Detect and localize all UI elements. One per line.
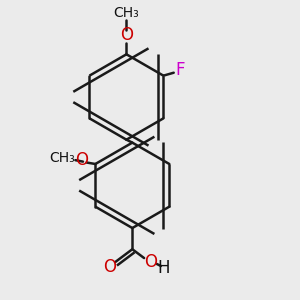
Text: O: O <box>75 151 88 169</box>
Text: F: F <box>176 61 185 80</box>
Text: O: O <box>120 26 133 44</box>
Text: O: O <box>144 254 158 272</box>
Text: CH₃: CH₃ <box>114 6 139 20</box>
Text: H: H <box>157 259 169 277</box>
Text: O: O <box>103 258 116 276</box>
Text: CH₃: CH₃ <box>49 151 75 165</box>
